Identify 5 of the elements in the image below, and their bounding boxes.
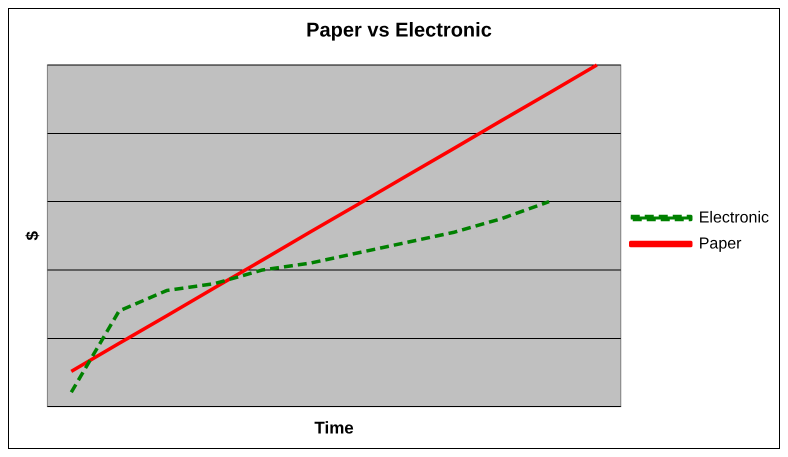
legend-label: Electronic xyxy=(698,209,769,226)
chart-title: Paper vs Electronic xyxy=(306,20,492,42)
x-axis-title: Time xyxy=(314,418,354,438)
legend-label: Paper xyxy=(698,235,742,252)
y-axis-title: $ xyxy=(22,230,42,241)
